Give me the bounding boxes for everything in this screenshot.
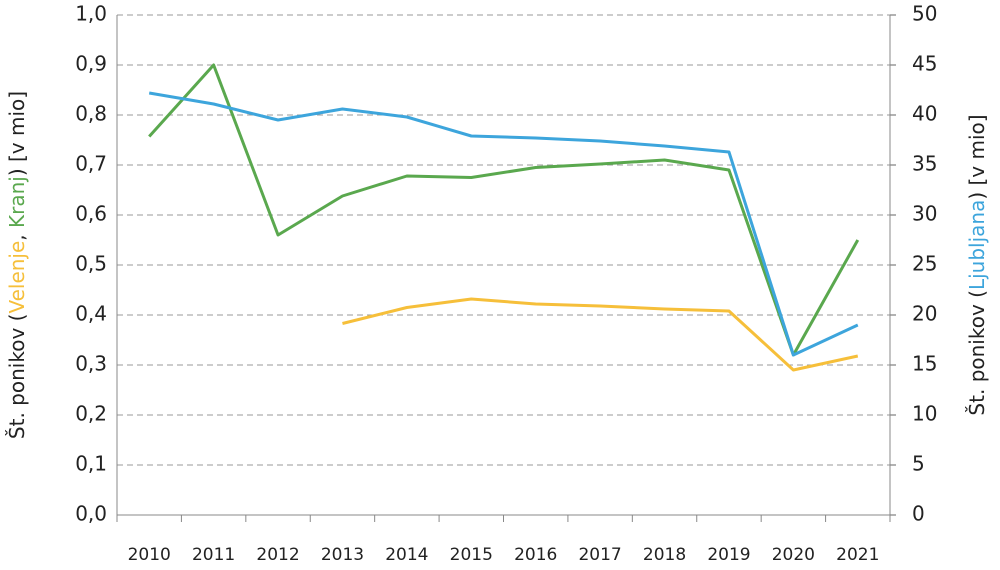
label-part: Kranj [5,176,29,228]
x-tick-label: 2014 [385,545,428,565]
y2-tick-label: 20 [912,302,937,326]
y-tick-label: 1,0 [75,2,107,26]
x-tick-label: 2018 [643,545,686,565]
x-tick-label: 2017 [578,545,621,565]
y-tick-label: 0,0 [75,502,107,526]
x-tick-label: 2013 [321,545,364,565]
label-part: Št. ponikov ( [965,290,989,416]
y2-tick-label: 40 [912,102,937,126]
x-tick-label: 2012 [256,545,299,565]
label-part: ) [v mio] [965,114,989,199]
y2-axis-label: Št. ponikov (Ljubljana) [v mio] [965,114,989,415]
series-line [342,297,859,372]
x-tick-label: 2010 [128,545,171,565]
y2-tick-label: 25 [912,252,937,276]
y-tick-label: 0,6 [75,202,107,226]
y-tick-label: 0,1 [75,452,107,476]
series-line [148,91,859,357]
x-tick-label: 2015 [450,545,493,565]
y-axis-label: Št. ponikov (Velenje, Kranj) [v mio] [5,91,29,439]
label-part: , [5,228,29,241]
label-part: Št. ponikov ( [5,314,29,440]
y2-tick-label: 0 [912,502,925,526]
y2-tick-label: 10 [912,402,937,426]
x-tick-label: 2019 [707,545,750,565]
y2-tick-label: 15 [912,352,937,376]
label-part: Ljubljana [965,200,989,290]
y-tick-label: 0,8 [75,102,107,126]
y-tick-label: 0,9 [75,52,107,76]
y-tick-label: 0,4 [75,302,107,326]
x-tick-label: 2016 [514,545,557,565]
y2-tick-label: 35 [912,152,937,176]
y2-tick-label: 30 [912,202,937,226]
x-tick-label: 2011 [192,545,235,565]
y-tick-label: 0,7 [75,152,107,176]
y2-tick-label: 50 [912,2,937,26]
label-part: ) [v mio] [5,91,29,176]
y-tick-label: 0,2 [75,402,107,426]
y-tick-label: 0,3 [75,352,107,376]
y2-tick-label: 45 [912,52,937,76]
series-line [148,63,860,357]
label-part: Velenje [5,241,29,314]
x-tick-label: 2020 [772,545,815,565]
x-tick-label: 2021 [836,545,879,565]
y-tick-label: 0,5 [75,252,107,276]
y2-tick-label: 5 [912,452,925,476]
